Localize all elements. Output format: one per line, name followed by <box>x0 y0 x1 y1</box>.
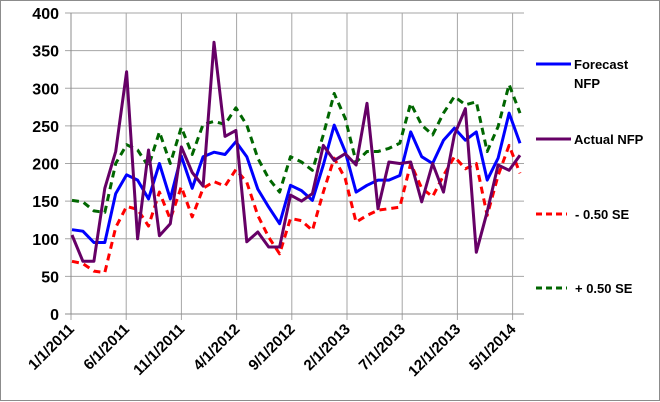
y-tick-label: 250 <box>32 119 59 136</box>
y-tick-label: 150 <box>32 194 59 211</box>
legend-item-actual-nfp: Actual NFP <box>536 132 644 147</box>
x-tick-label: 1/1/2011 <box>25 321 78 374</box>
x-tick-label: 9/1/2012 <box>245 321 298 374</box>
series-forecast-nfp <box>71 111 522 244</box>
legend-label-plus-se: + 0.50 SE <box>575 281 633 296</box>
x-tick-label: 4/1/2012 <box>190 321 243 374</box>
y-tick-label: 100 <box>32 232 59 249</box>
x-tick-label: 7/1/2013 <box>356 321 409 374</box>
y-tick-label: 300 <box>32 81 59 98</box>
legend-item-forecast-nfp: Forecast NFP <box>536 57 629 91</box>
y-axis: 0 50 100 150 200 250 300 350 400 <box>32 6 59 324</box>
legend-label-forecast: Forecast <box>574 57 629 72</box>
legend-label-actual: Actual NFP <box>574 132 644 147</box>
series-lines <box>70 40 522 275</box>
series-actual-nfp <box>70 40 522 263</box>
y-tick-label: 50 <box>41 269 59 286</box>
x-tick-label: 6/1/2011 <box>80 321 133 374</box>
legend-label-minus-se: - 0.50 SE <box>575 207 630 222</box>
legend-label-forecast-line2: NFP <box>574 76 600 91</box>
legend: Forecast NFP Actual NFP - 0.50 SE + 0.50… <box>536 57 644 296</box>
y-tick-label: 350 <box>32 44 59 61</box>
legend-item-plus-se: + 0.50 SE <box>536 281 633 296</box>
x-tick-label: 2/1/2013 <box>301 321 354 374</box>
x-tick-label: 11/1/2011 <box>130 321 188 379</box>
x-tick-label: 5/1/2014 <box>466 320 520 374</box>
y-tick-label: 200 <box>32 157 59 174</box>
y-tick-label: 400 <box>32 6 59 23</box>
y-tick-label: 0 <box>50 307 59 324</box>
x-tick-label: 12/1/2013 <box>405 321 464 380</box>
series-0-50-se <box>71 143 522 275</box>
legend-item-minus-se: - 0.50 SE <box>536 207 630 222</box>
